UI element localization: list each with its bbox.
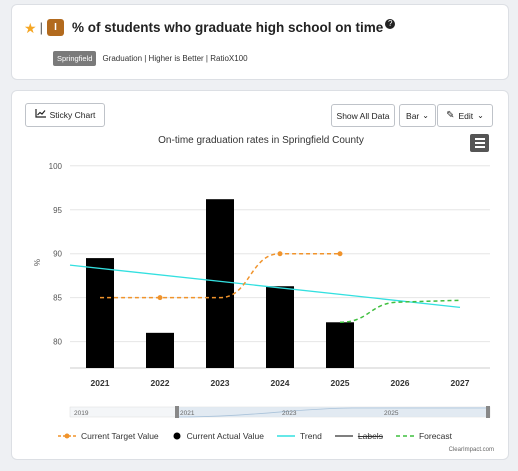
legend-label-forecast: Forecast xyxy=(418,431,453,441)
edit-button[interactable]: ✎ Edit ⌄ xyxy=(437,104,493,127)
y-tick-label: 100 xyxy=(49,162,63,171)
credit-text: ClearImpact.com xyxy=(448,447,494,453)
trend-legend-icon xyxy=(277,435,295,437)
forecast-legend-icon xyxy=(395,435,414,437)
legend-item-actual[interactable]: Current Actual Value xyxy=(172,431,264,441)
target-point xyxy=(277,251,283,257)
legend-label-labels: Labels xyxy=(357,431,383,441)
legend-label-actual: Current Actual Value xyxy=(186,431,264,441)
navigator-label: 2021 xyxy=(180,410,195,417)
legend-item-target[interactable]: Current Target Value xyxy=(58,431,159,441)
navigator-series xyxy=(176,407,490,418)
header-row: ★ | I % of students who graduate high sc… xyxy=(24,18,396,36)
target-line xyxy=(99,252,340,299)
indicator-icon: I xyxy=(46,19,64,36)
y-tick-label: 85 xyxy=(53,294,62,303)
scope-badge: Springfield xyxy=(53,51,97,66)
actual-bar xyxy=(146,332,174,368)
trend-line xyxy=(69,264,461,308)
help-icon[interactable]: ? xyxy=(385,18,396,29)
target-legend-icon xyxy=(58,433,76,439)
actual-bar xyxy=(266,286,294,368)
chart-title: On-time graduation rates in Springfield … xyxy=(158,135,364,146)
x-tick-label: 2024 xyxy=(271,378,290,388)
y-tick-label: 95 xyxy=(53,206,62,215)
labels-legend-icon xyxy=(334,435,353,437)
chart-type-select[interactable]: Bar ⌄ xyxy=(399,104,436,127)
x-tick-label: 2025 xyxy=(331,378,350,388)
chart-card: Sticky Chart Show All Data Bar ⌄ ✎ Edit … xyxy=(11,90,509,460)
sticky-chart-label: Sticky Chart xyxy=(49,110,96,120)
actual-legend-icon xyxy=(173,432,181,440)
chevron-down-icon: ⌄ xyxy=(477,111,484,120)
y-tick-label: 90 xyxy=(53,250,62,259)
x-tick-label: 2022 xyxy=(151,378,170,388)
x-tick-label: 2026 xyxy=(391,378,410,388)
target-point xyxy=(337,251,343,257)
legend-label-target: Current Target Value xyxy=(81,431,159,441)
chart-plot: 80 85 90 95 100% 2021 2022 2023 2024 2025 2026 2027… xyxy=(33,162,491,418)
navigator-selection xyxy=(177,407,490,417)
edit-label: Edit xyxy=(458,110,474,121)
navigator-handle-right xyxy=(486,406,490,418)
navigator-handle-left xyxy=(175,406,179,418)
x-tick-label: 2021 xyxy=(91,378,110,388)
legend-item-forecast[interactable]: Forecast xyxy=(395,431,453,441)
target-point xyxy=(157,295,163,301)
x-tick-label: 2023 xyxy=(211,378,230,388)
legend-item-labels[interactable]: Labels xyxy=(334,431,383,441)
separator: | xyxy=(39,20,43,35)
navigator-label: 2019 xyxy=(74,410,89,417)
legend-item-trend[interactable]: Trend xyxy=(277,431,322,441)
forecast-line xyxy=(339,299,461,324)
sticky-chart-button[interactable]: Sticky Chart xyxy=(25,103,105,127)
chart-line-icon xyxy=(34,109,46,121)
navigator-label: 2025 xyxy=(384,410,399,417)
legend-label-trend: Trend xyxy=(300,431,322,441)
chevron-down-icon: ⌄ xyxy=(422,111,429,120)
pencil-icon: ✎ xyxy=(446,110,455,121)
meta-row: Springfield Graduation | Higher is Bette… xyxy=(53,51,248,66)
star-icon[interactable]: ★ xyxy=(24,19,37,36)
y-axis-label: % xyxy=(33,259,42,266)
indicator-title[interactable]: % of students who graduate high school o… xyxy=(71,20,384,35)
navigator-label: 2023 xyxy=(282,410,297,417)
actual-bar xyxy=(206,199,234,368)
chart-type-label: Bar xyxy=(406,110,420,121)
x-tick-label: 2027 xyxy=(451,378,470,388)
indicator-header-card: ★ | I % of students who graduate high sc… xyxy=(11,4,509,80)
actual-bar xyxy=(326,322,354,368)
show-all-data-button[interactable]: Show All Data xyxy=(331,104,395,127)
indicator-meta: Graduation | Higher is Better | RatioX10… xyxy=(102,54,248,63)
y-tick-label: 80 xyxy=(53,338,62,347)
actual-bar xyxy=(86,258,114,368)
chart-legend: Current Target Value Current Actual Valu… xyxy=(58,431,465,441)
hamburger-menu-icon[interactable] xyxy=(470,134,489,152)
